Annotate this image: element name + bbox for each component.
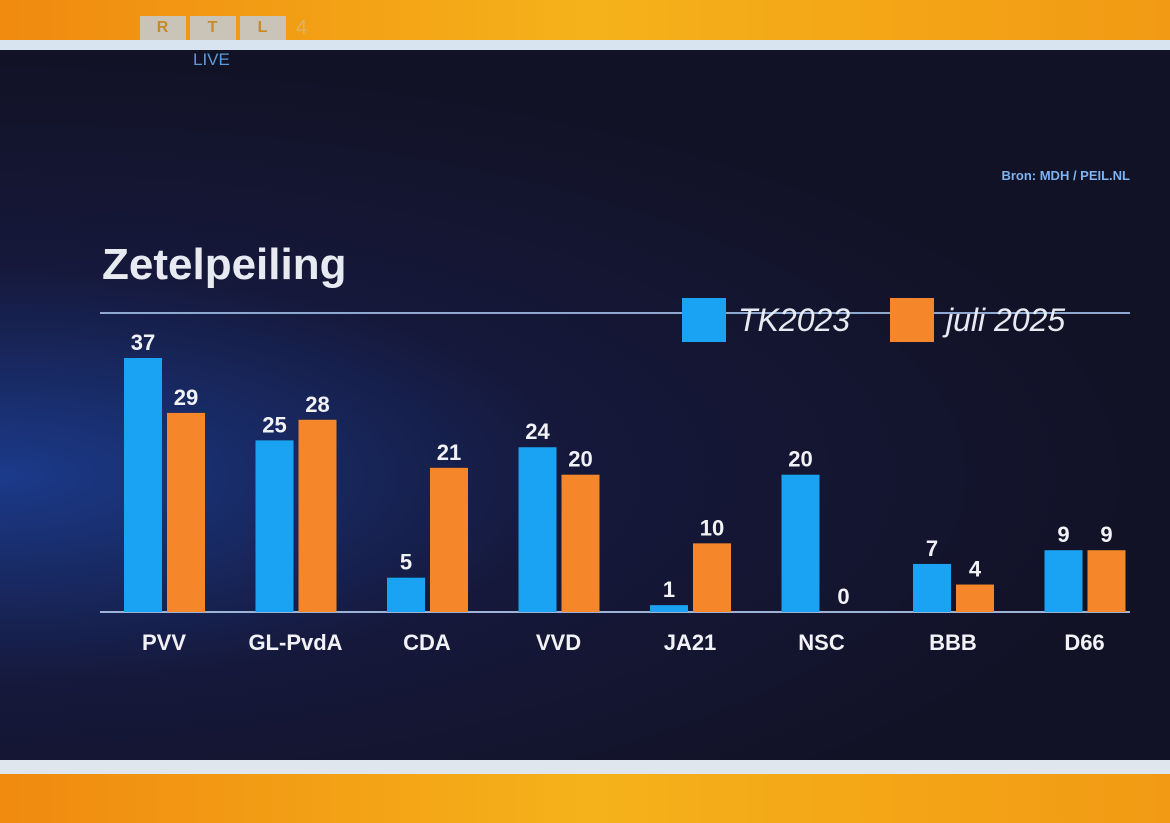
bar-gl-pvda-0: [255, 440, 294, 612]
legend-swatch: [682, 298, 726, 342]
bar-ja21-0: [650, 605, 688, 612]
live-label: LIVE: [193, 50, 230, 69]
bar-nsc-0: [781, 474, 820, 612]
data-label: 7: [926, 536, 938, 561]
legend-swatch: [890, 298, 934, 342]
bar-pvv-1: [167, 412, 205, 612]
bar-ja21-1: [693, 543, 731, 612]
bar-chart: TK2023 juli 2025 37 29 PVV 25 28 GL-PvdA 5 21 CDA 2…: [100, 298, 1130, 655]
category-label: JA21: [664, 630, 717, 655]
title-rule: [100, 312, 1130, 314]
tv-screen: Bron: MDH / PEIL.NL Zetelpeiling TK2023 j…: [0, 50, 1170, 760]
category-label: GL-PvdA: [248, 630, 342, 655]
data-label: 9: [1100, 522, 1112, 547]
data-label: 20: [788, 447, 812, 472]
bar-vvd-0: [518, 447, 557, 612]
data-label: 37: [131, 330, 155, 355]
logo-letter: L: [240, 16, 286, 40]
bar-cda-1: [430, 467, 468, 612]
data-label: 10: [700, 515, 724, 540]
rtl4-logo: R T L 4: [140, 16, 307, 40]
data-label: 25: [262, 412, 286, 437]
bar-pvv-0: [124, 358, 162, 612]
frame-strip-top: [0, 40, 1170, 50]
bar-bbb-1: [956, 584, 994, 612]
data-label: 28: [305, 392, 329, 417]
bar-cda-0: [387, 577, 425, 612]
category-label: PVV: [142, 630, 186, 655]
data-label: 0: [837, 584, 849, 609]
bar-d66-0: [1044, 550, 1083, 612]
data-label: 29: [174, 385, 198, 410]
frame-strip-bottom: [0, 760, 1170, 774]
chart-title: Zetelpeiling: [102, 240, 347, 289]
legend-label: juli 2025: [942, 302, 1065, 338]
legend-label: TK2023: [738, 302, 850, 338]
data-label: 5: [400, 550, 412, 575]
category-label: NSC: [798, 630, 845, 655]
bar-bbb-0: [913, 563, 951, 612]
category-label: CDA: [403, 630, 451, 655]
data-label: 21: [437, 440, 461, 465]
source-label: Bron: MDH / PEIL.NL: [1001, 168, 1130, 183]
data-label: 9: [1057, 522, 1069, 547]
bar-vvd-1: [561, 474, 600, 612]
category-label: D66: [1064, 630, 1104, 655]
data-label: 20: [568, 447, 592, 472]
category-label: BBB: [929, 630, 977, 655]
logo-letter: R: [140, 16, 186, 40]
logo-channel: 4: [296, 16, 308, 39]
data-label: 24: [525, 419, 550, 444]
logo-letter: T: [190, 16, 236, 40]
data-label: 4: [969, 557, 982, 582]
data-label: 1: [663, 577, 675, 602]
category-label: VVD: [536, 630, 581, 655]
bar-d66-1: [1087, 550, 1126, 612]
bar-gl-pvda-1: [298, 419, 337, 612]
